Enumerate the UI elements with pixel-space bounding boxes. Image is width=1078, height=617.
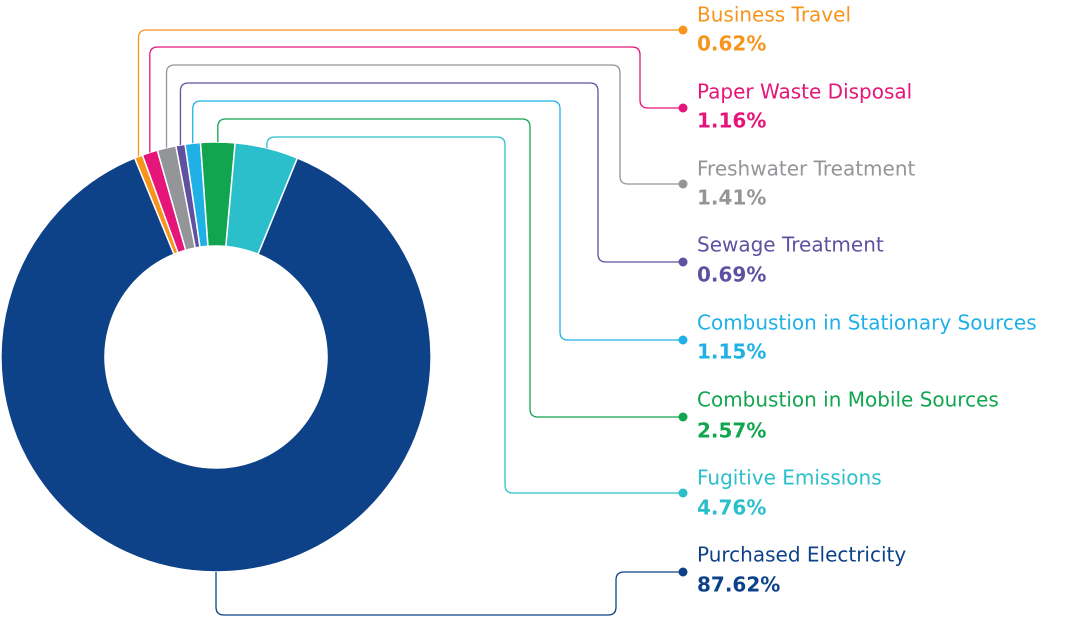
value-label: 87.62% [697,573,780,597]
leader-line [165,64,683,185]
legend-label: Combustion in Stationary Sources [697,311,1037,335]
leader-line [215,571,683,616]
legend-label: Paper Waste Disposal [697,80,912,104]
legend-label: Purchased Electricity [697,543,906,567]
leader-line [137,29,683,157]
leader-dot [678,179,688,189]
value-label: 1.41% [697,186,766,210]
leader-line [149,46,683,153]
legend-label: Business Travel [697,3,851,27]
value-label: 0.62% [697,32,766,56]
leader-dot [678,567,688,577]
value-label: 4.76% [697,496,766,520]
leader-line [217,118,683,418]
legend-label: Combustion in Mobile Sources [697,388,999,412]
leader-line [179,82,683,263]
leader-line [192,100,683,341]
value-label: 1.16% [697,109,766,133]
leader-dot [678,25,688,35]
donut-segment [0,157,432,573]
leader-line [266,136,683,494]
value-label: 0.69% [697,263,766,287]
value-label: 1.15% [697,340,766,364]
value-label: 2.57% [697,419,766,443]
leader-dot [678,335,688,345]
legend-label: Sewage Treatment [697,233,884,257]
leader-dot [678,103,688,113]
leader-dot [678,412,688,422]
legend-label: Fugitive Emissions [697,466,882,490]
leader-dot [678,257,688,267]
leader-dot [678,488,688,498]
legend-label: Freshwater Treatment [697,157,915,181]
